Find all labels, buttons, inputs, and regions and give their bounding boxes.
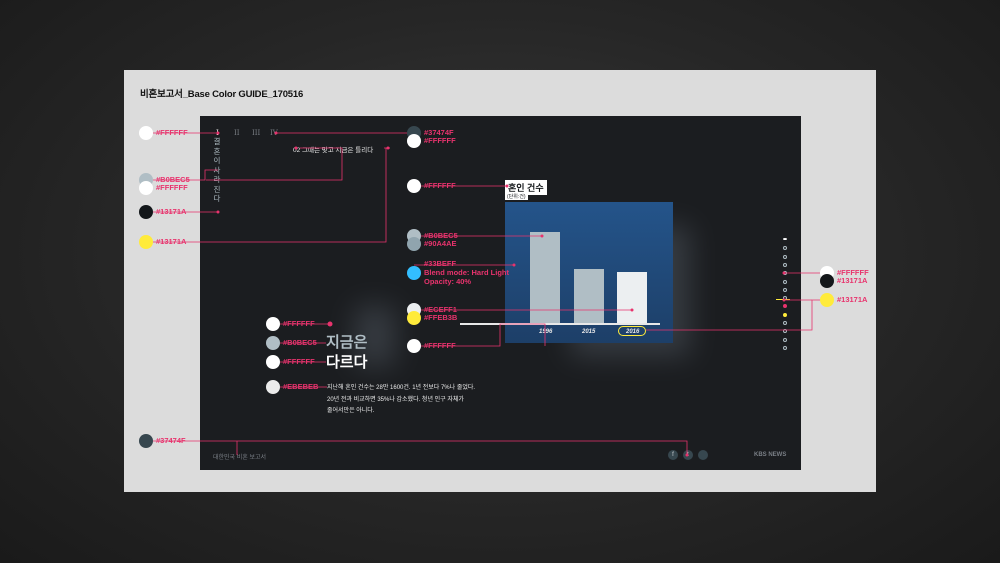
color-swatch [139,126,153,140]
color-swatch [266,380,280,394]
chart-title: 혼인 건수 [505,180,547,195]
share-icon[interactable] [698,450,708,460]
chart-baseline [460,323,660,325]
color-code-label: #37474F [156,436,186,445]
tick-label-1996: 1996 [539,329,553,335]
chart-unit: (단위:건) [505,193,528,200]
screen-mockup [200,116,801,470]
nav-numeral-2[interactable]: II [234,129,240,137]
color-code-label: #13171A [837,295,868,304]
nav-numeral-4[interactable]: IV [270,129,278,137]
opacity-note: Opacity: 40% [424,277,472,286]
color-code-label: #EBEBEB [283,382,319,391]
page-dot[interactable] [783,287,787,292]
page-dot[interactable] [783,279,787,284]
body-line-2: 20년 전과 비교하면 35%나 감소했다. 청년 인구 자체가 [327,397,464,403]
color-swatch [139,205,153,219]
color-swatch [407,339,421,353]
color-code-label: #33BEFF [424,259,457,268]
facebook-icon[interactable]: f [668,450,678,460]
body-line-1: 지난해 혼인 건수는 28만 1600건. 1년 전보다 7%나 줄었다. [327,385,476,391]
footer-brand: 대한민국 비혼 보고서 [213,455,267,461]
color-code-label: #FFFFFF [156,183,188,192]
footer-kbs-news: KBS NEWS [754,452,787,458]
color-code-label: #ECEFF1 [424,305,457,314]
color-code-label: #FFFFFF [424,181,456,190]
highlight-ring [618,326,646,336]
color-code-label: #FFFFFF [283,357,315,366]
color-swatch [266,317,280,331]
color-code-label: #FFFFFF [424,136,456,145]
color-code-label: #B0BEC5 [156,175,190,184]
page-dot[interactable] [783,238,787,240]
color-swatch [407,237,421,251]
body-line-3: 줄어서만은 아니다. [327,408,375,414]
color-code-label: #90A4AE [424,239,457,248]
vertical-title: 결혼이 사라진다 [213,137,221,203]
bar-1996 [530,232,560,324]
page-dot[interactable] [783,345,787,350]
color-code-label: #13171A [156,207,187,216]
headline-line-2: 다르다 [326,354,368,371]
page-dot[interactable] [783,246,787,251]
page-dot[interactable] [783,337,787,342]
dot-indicator-line [776,299,790,300]
color-code-label: #37474F [424,128,454,137]
bar-2016 [617,272,647,324]
color-swatch [139,235,153,249]
color-swatch [266,355,280,369]
blend-mode-note: Blend mode: Hard Light [424,268,509,277]
color-swatch [407,311,421,325]
color-swatch [820,293,834,307]
color-swatch [266,336,280,350]
color-swatch [820,274,834,288]
bar-2015 [574,268,604,324]
nav-numeral-1[interactable]: I [216,129,219,137]
color-code-label: #13171A [156,237,187,246]
color-swatch [139,181,153,195]
color-code-label: #13171A [837,276,868,285]
twitter-icon[interactable]: t [683,450,693,460]
color-code-label: #FFFFFF [283,319,315,328]
page-dot[interactable] [783,254,787,259]
color-code-label: #B0BEC5 [424,231,458,240]
color-swatch [139,434,153,448]
page-dot[interactable] [783,262,787,267]
headline-line-1: 지금은 [326,334,368,351]
color-swatch [407,134,421,148]
page-dot[interactable] [783,321,787,325]
color-code-label: #FFFFFF [837,268,869,277]
color-code-label: #FFFFFF [156,128,188,137]
section-subtitle: 02 그때는 맞고 지금은 틀리다 [293,147,374,154]
color-swatch [407,179,421,193]
sheet-title: 비혼보고서_Base Color GUIDE_170516 [140,89,304,100]
page-dot[interactable] [783,312,787,317]
tick-label-2015: 2015 [582,329,596,335]
color-code-label: #FFFFFF [424,341,456,350]
tick-label-2016: 2016 [626,329,640,335]
color-code-label: #FFEB3B [424,313,458,322]
nav-numeral-3[interactable]: III [252,129,261,137]
color-swatch [407,266,421,280]
color-code-label: #B0BEC5 [283,338,317,347]
